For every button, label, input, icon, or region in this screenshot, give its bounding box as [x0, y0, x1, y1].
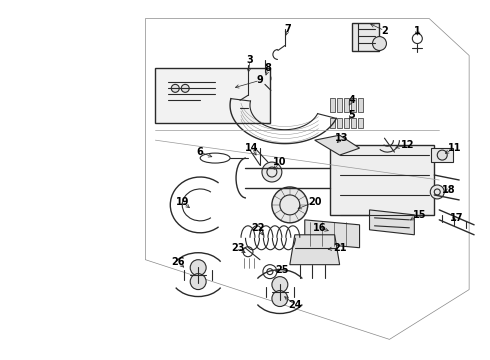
Polygon shape: [315, 135, 360, 155]
Text: 19: 19: [175, 197, 189, 207]
Text: 25: 25: [275, 265, 289, 275]
Text: 21: 21: [333, 243, 346, 253]
Text: 3: 3: [246, 55, 253, 66]
Polygon shape: [305, 220, 360, 248]
Bar: [155, 68, 270, 123]
Bar: [431, 148, 453, 162]
Circle shape: [272, 291, 288, 306]
Circle shape: [190, 274, 206, 289]
Text: 13: 13: [335, 133, 348, 143]
Text: 7: 7: [285, 24, 291, 33]
Text: 24: 24: [288, 300, 301, 310]
Bar: [343, 118, 348, 128]
Polygon shape: [290, 235, 340, 265]
Text: 1: 1: [414, 26, 421, 36]
Text: 8: 8: [265, 63, 271, 73]
Circle shape: [181, 84, 189, 92]
Text: 10: 10: [273, 157, 287, 167]
Text: 22: 22: [251, 223, 265, 233]
Text: 11: 11: [447, 143, 461, 153]
Bar: [350, 118, 356, 128]
Bar: [358, 118, 363, 128]
Circle shape: [190, 260, 206, 276]
Bar: [330, 118, 335, 128]
Bar: [330, 98, 335, 112]
Text: 15: 15: [413, 210, 426, 220]
Circle shape: [372, 37, 387, 50]
Bar: [358, 98, 363, 112]
Circle shape: [272, 187, 308, 223]
Circle shape: [272, 276, 288, 293]
Text: 14: 14: [245, 143, 259, 153]
Text: 17: 17: [450, 213, 464, 223]
Text: 12: 12: [401, 140, 414, 150]
Bar: [337, 118, 342, 128]
Text: 26: 26: [172, 257, 185, 267]
Text: 2: 2: [381, 26, 388, 36]
Circle shape: [172, 84, 179, 92]
Bar: [330, 145, 434, 215]
Bar: [343, 98, 348, 112]
Bar: [337, 98, 342, 112]
Text: 20: 20: [308, 197, 321, 207]
Text: 9: 9: [257, 75, 263, 85]
Bar: [350, 98, 356, 112]
Circle shape: [430, 185, 444, 199]
Polygon shape: [369, 210, 415, 235]
Circle shape: [262, 162, 282, 182]
Text: 23: 23: [231, 243, 245, 253]
Text: 5: 5: [348, 110, 355, 120]
Text: 6: 6: [197, 147, 203, 157]
Circle shape: [437, 150, 447, 160]
Bar: [352, 23, 379, 50]
Text: 4: 4: [348, 95, 355, 105]
Text: 18: 18: [442, 185, 456, 195]
Text: 16: 16: [313, 223, 326, 233]
